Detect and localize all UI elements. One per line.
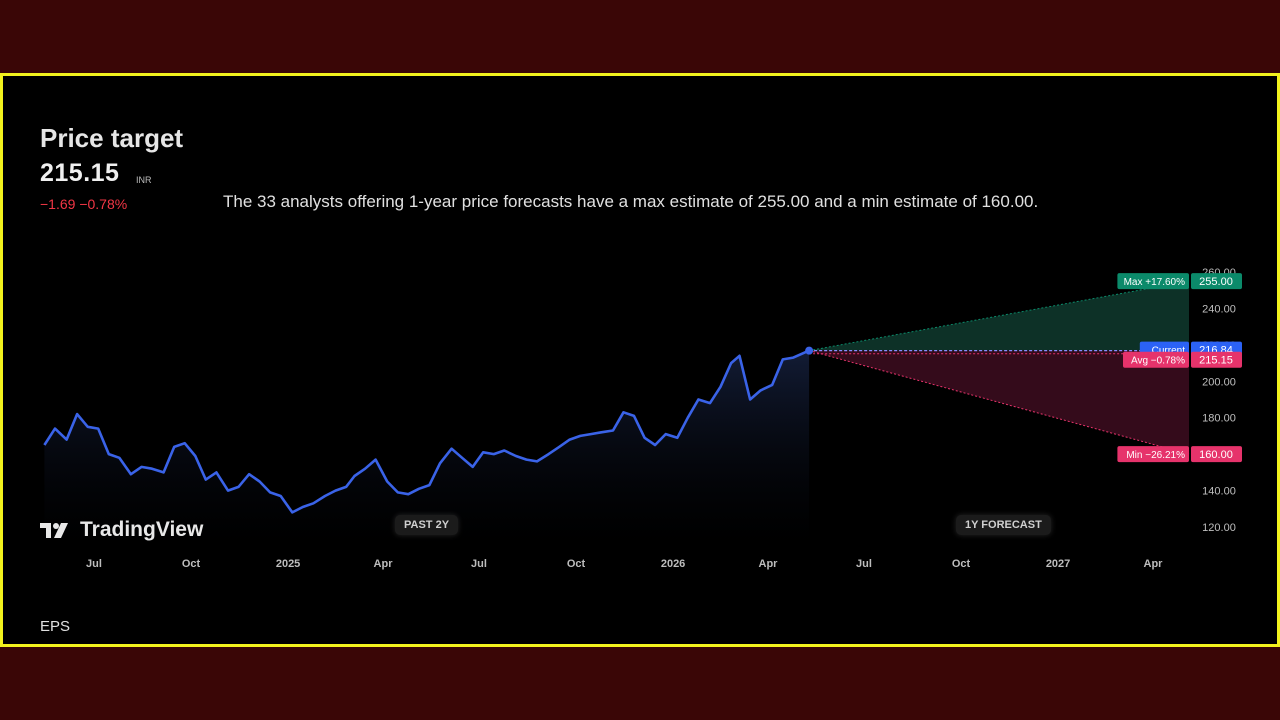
forecast-description: The 33 analysts offering 1-year price fo… xyxy=(223,192,1039,211)
tradingview-logo-text: TradingView xyxy=(80,518,204,541)
avg-label: Avg −0.78% xyxy=(1131,356,1185,367)
x-tick-label: Jul xyxy=(471,558,487,570)
y-tick-label: 240.00 xyxy=(1202,303,1236,315)
x-tick-label: Oct xyxy=(182,558,201,570)
x-tick-label: 2027 xyxy=(1046,558,1070,570)
price-change: −1.69 −0.78% xyxy=(40,196,128,212)
avg-value: 215.15 xyxy=(1199,355,1233,367)
eps-section-title[interactable]: EPS xyxy=(40,618,71,635)
chart-frame: Price target 215.15 INR −1.69 −0.78% The… xyxy=(0,73,1280,647)
past-period-badge: PAST 2Y xyxy=(395,515,459,535)
price-history-line xyxy=(43,349,810,514)
price-value: 215.15 xyxy=(40,159,120,187)
min-value-bg xyxy=(1191,446,1242,463)
x-tick-label: Oct xyxy=(567,558,586,570)
currency-label: INR xyxy=(136,175,152,185)
max-value-bg xyxy=(1191,273,1242,290)
avg-value-bg xyxy=(1191,351,1242,368)
max-value: 255.00 xyxy=(1199,276,1233,288)
y-tick-label: 180.00 xyxy=(1202,413,1236,425)
x-tick-label: Oct xyxy=(952,558,971,570)
y-tick-label: 120.00 xyxy=(1202,522,1236,534)
page-title: Price target xyxy=(40,123,184,153)
forecast-min-line xyxy=(809,350,1190,455)
x-tick-label: 2026 xyxy=(661,558,685,570)
forecast-downside-area xyxy=(809,350,1189,455)
tradingview-icon xyxy=(40,523,68,538)
max-label-bg xyxy=(1117,273,1189,290)
x-tick-label: Jul xyxy=(86,558,102,570)
forecast-period-badge: 1Y FORECAST xyxy=(956,515,1051,535)
min-label: Min −26.21% xyxy=(1126,450,1185,461)
avg-label-bg xyxy=(1123,351,1189,368)
min-value: 160.00 xyxy=(1199,449,1233,461)
x-tick-label: Jul xyxy=(856,558,872,570)
y-tick-label: 140.00 xyxy=(1202,486,1236,498)
min-label-bg xyxy=(1117,446,1189,463)
history-area xyxy=(44,350,810,546)
current-price-point xyxy=(805,346,814,355)
forecast-max-line xyxy=(809,280,1190,352)
tradingview-logo: TradingView xyxy=(40,518,203,542)
price-target-chart[interactable]: 120.00140.00160.00180.00200.00220.00240.… xyxy=(3,76,1277,644)
current-label: Current xyxy=(1152,346,1186,357)
x-tick-label: Apr xyxy=(374,558,394,570)
max-label: Max +17.60% xyxy=(1124,277,1186,288)
x-tick-label: Apr xyxy=(1144,558,1164,570)
y-tick-label: 200.00 xyxy=(1202,376,1236,388)
x-tick-label: Apr xyxy=(759,558,779,570)
x-tick-label: 2025 xyxy=(276,558,300,570)
